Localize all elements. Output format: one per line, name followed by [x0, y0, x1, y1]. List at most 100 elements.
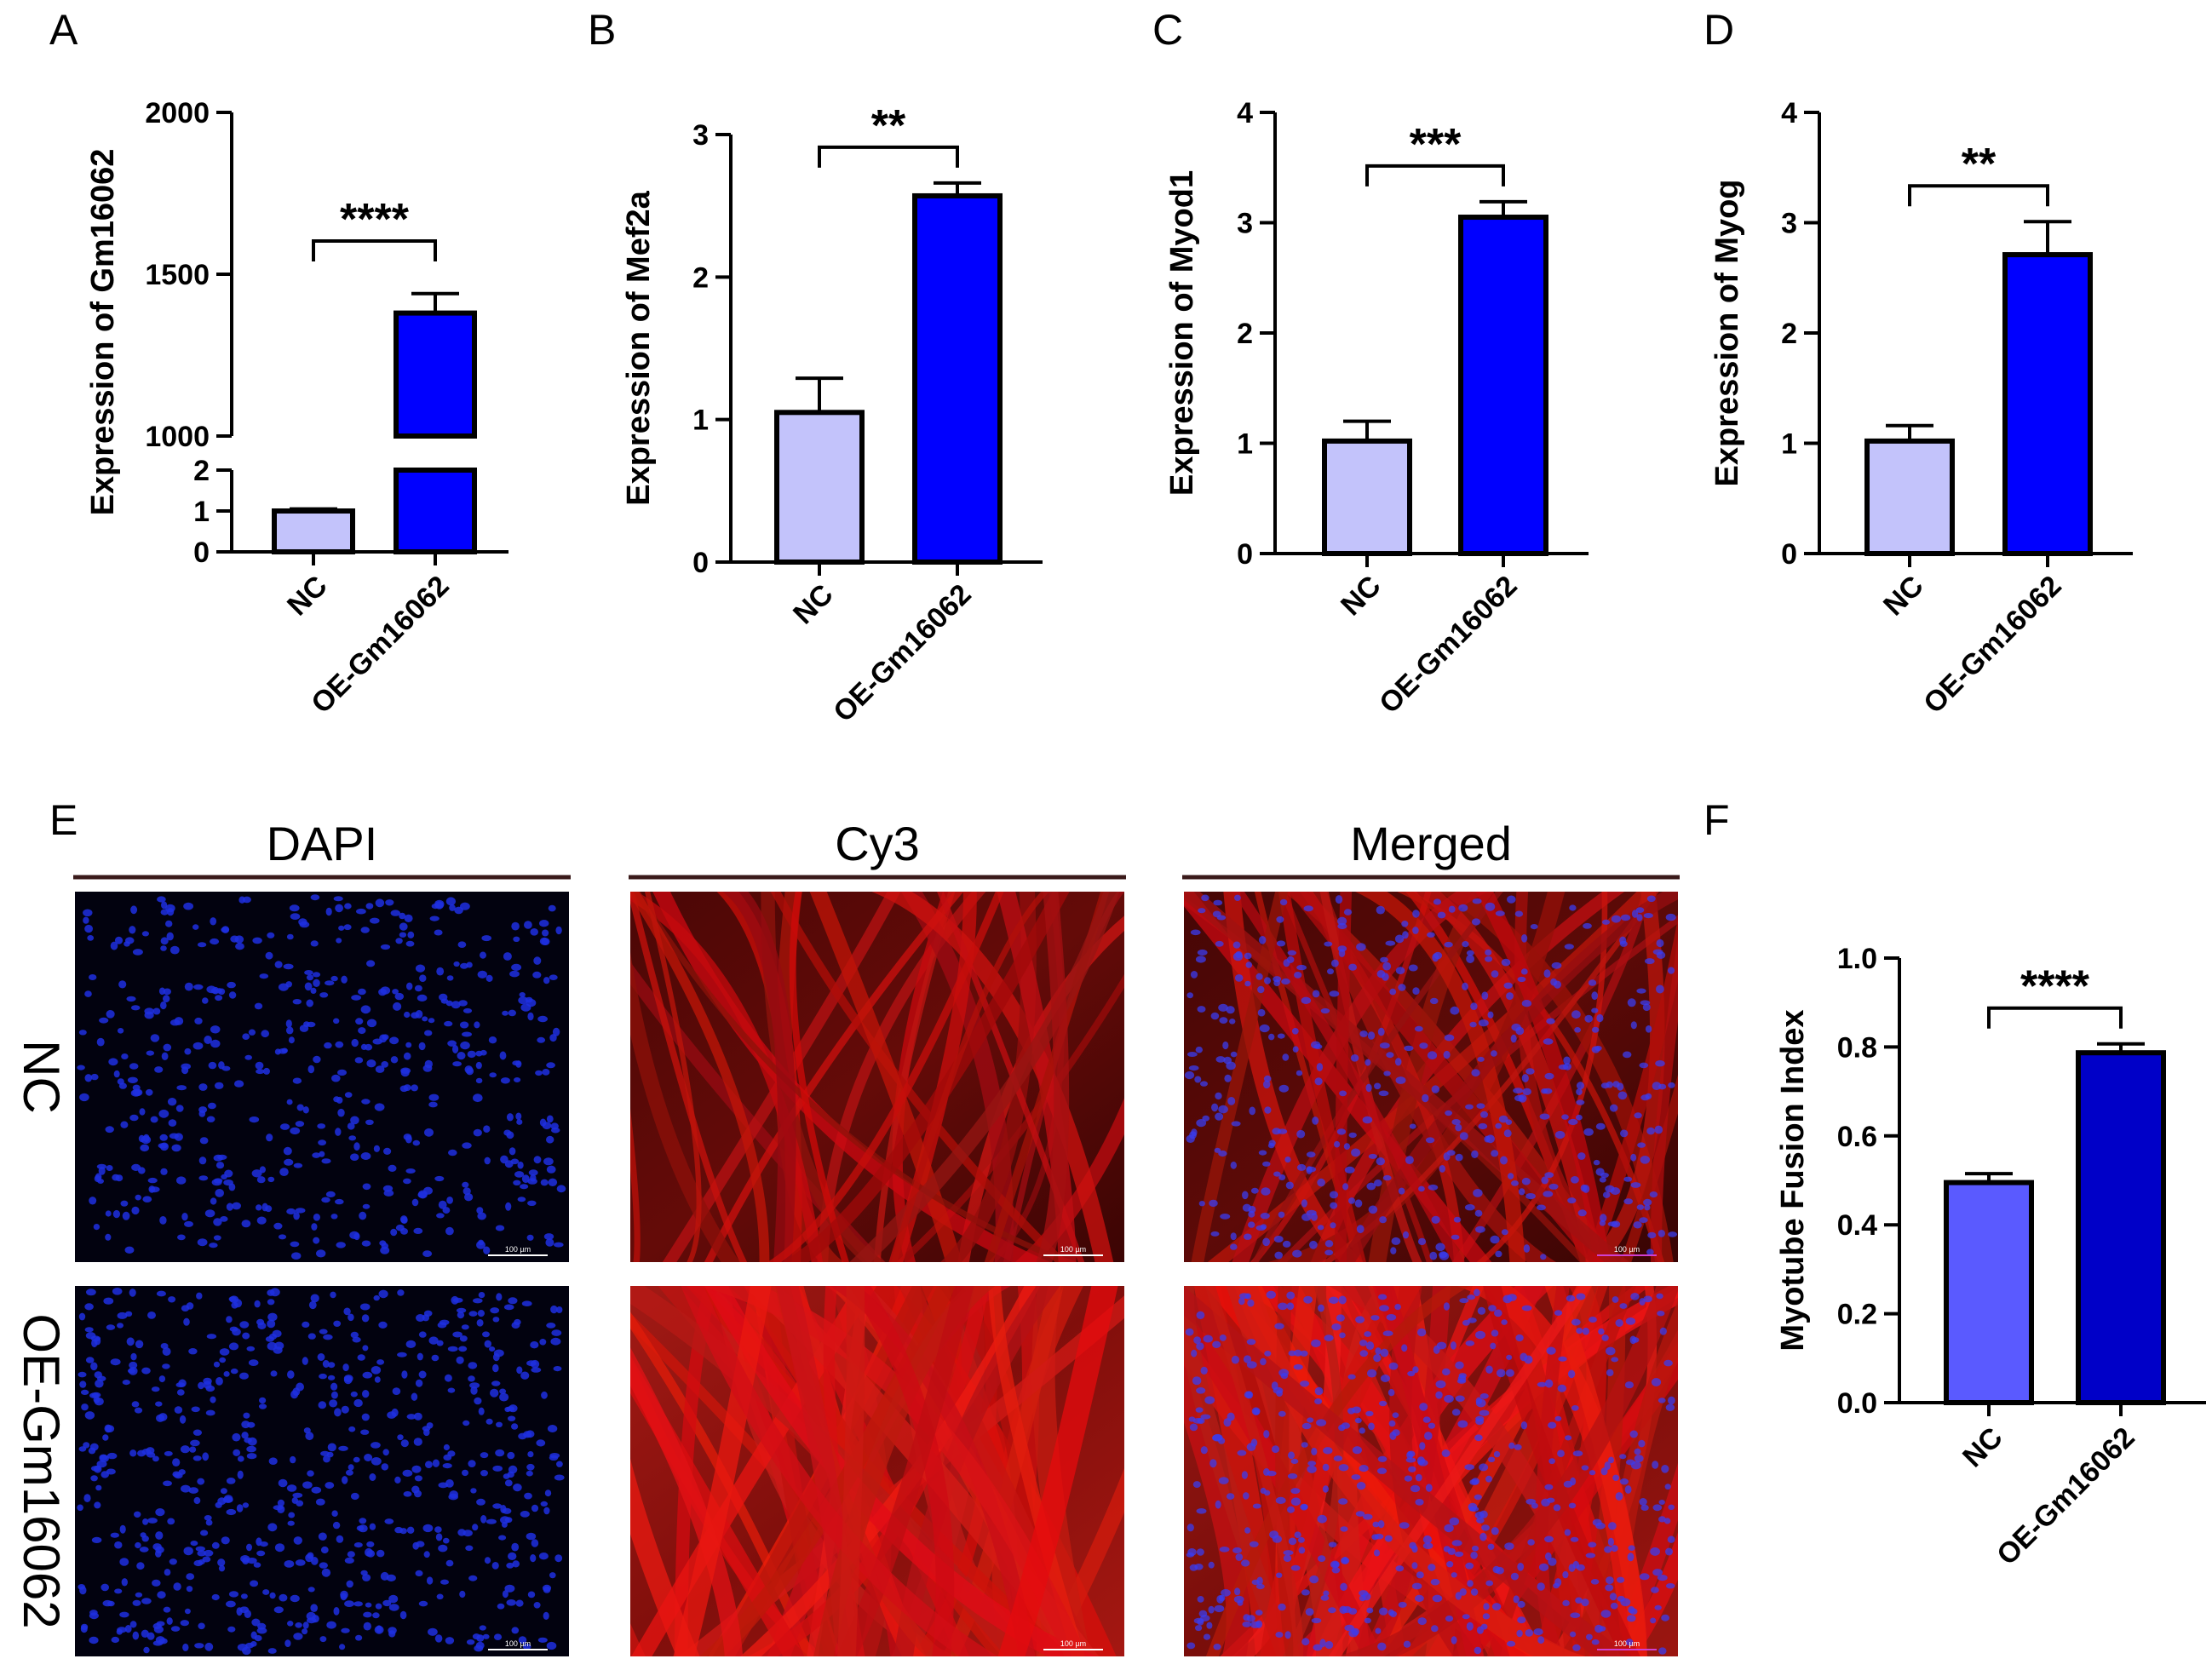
x-tick-label-nc: NC — [1877, 570, 1930, 623]
nucleus — [1332, 1561, 1339, 1568]
nucleus — [247, 1421, 256, 1428]
nucleus — [1208, 1605, 1215, 1614]
nucleus — [1513, 1088, 1523, 1093]
panel-letter-a: A — [49, 6, 78, 54]
nucleus — [1506, 1640, 1516, 1647]
nucleus — [305, 1432, 314, 1441]
nucleus — [1525, 1193, 1536, 1200]
nucleus — [350, 1492, 359, 1501]
nucleus — [1539, 1113, 1550, 1120]
nucleus — [388, 1164, 397, 1172]
nucleus — [372, 1612, 380, 1619]
nucleus — [376, 1359, 385, 1365]
nucleus — [1608, 1522, 1617, 1530]
nucleus — [351, 1038, 359, 1048]
nucleus — [1481, 1524, 1490, 1531]
nucleus — [1643, 913, 1653, 919]
nucleus — [462, 1031, 472, 1037]
nucleus — [1652, 1504, 1663, 1512]
nucleus — [1344, 1166, 1355, 1174]
significance-label: ** — [1962, 140, 1997, 189]
nucleus — [126, 996, 136, 1002]
nucleus — [1340, 1582, 1347, 1592]
nucleus — [181, 1066, 189, 1075]
nucleus — [1646, 1127, 1655, 1135]
nucleus — [516, 1366, 523, 1375]
nucleus — [183, 902, 194, 910]
nucleus — [1309, 1240, 1318, 1249]
nucleus — [1287, 1506, 1295, 1513]
nucleus — [1290, 1564, 1301, 1571]
nucleus — [277, 1505, 285, 1513]
nucleus — [1537, 1381, 1547, 1387]
nucleus — [198, 1157, 207, 1165]
nucleus — [414, 1412, 422, 1421]
nucleus — [250, 1641, 257, 1647]
nucleus — [217, 1558, 226, 1567]
nucleus — [1404, 1475, 1413, 1482]
nucleus — [1665, 1403, 1675, 1412]
y-tick-label: 0.2 — [1837, 1299, 1877, 1331]
nucleus — [402, 1469, 413, 1477]
nucleus — [362, 1183, 371, 1191]
nucleus — [517, 1161, 524, 1169]
nucleus — [1625, 1459, 1635, 1466]
nucleus — [155, 1531, 164, 1540]
nucleus — [392, 1387, 401, 1395]
nucleus — [531, 1539, 539, 1547]
nucleus — [476, 1319, 484, 1327]
nucleus — [1287, 1473, 1298, 1479]
nucleus — [1485, 1475, 1492, 1483]
nucleus — [1668, 1231, 1678, 1237]
nucleus — [380, 944, 391, 950]
nucleus — [1645, 1025, 1652, 1033]
nucleus — [267, 932, 275, 938]
nucleus — [467, 1050, 476, 1059]
nucleus — [1565, 1435, 1572, 1441]
nucleus — [1617, 1595, 1625, 1602]
nucleus — [1300, 1380, 1310, 1387]
nucleus — [404, 914, 413, 922]
nucleus — [1374, 1082, 1382, 1090]
nucleus — [1339, 1605, 1347, 1615]
nucleus — [1668, 1504, 1675, 1511]
nucleus — [1329, 1296, 1339, 1305]
nucleus — [1312, 1116, 1319, 1125]
x-tick-label-nc: NC — [787, 578, 840, 631]
nucleus — [1377, 1520, 1385, 1529]
nucleus — [1456, 1378, 1467, 1384]
nucleus — [210, 938, 220, 945]
nucleus — [505, 1202, 512, 1211]
nucleus — [1417, 1617, 1427, 1626]
nucleus — [1468, 1317, 1477, 1323]
nucleus — [1386, 1052, 1394, 1059]
nucleus — [1465, 1340, 1475, 1346]
nucleus — [341, 1627, 350, 1633]
nucleus — [158, 987, 166, 996]
nucleus — [533, 1156, 542, 1164]
nucleus — [242, 1033, 250, 1040]
nucleus — [115, 1174, 124, 1182]
nucleus — [493, 1633, 503, 1640]
nucleus — [179, 1415, 187, 1424]
nucleus — [484, 1340, 491, 1348]
nucleus — [129, 926, 136, 934]
nucleus — [190, 1541, 198, 1547]
nucleus — [311, 1557, 319, 1565]
nucleus — [1630, 1182, 1641, 1188]
nucleus — [347, 1551, 355, 1558]
nucleus — [425, 1461, 433, 1468]
nucleus — [546, 1135, 554, 1144]
nucleus — [1327, 968, 1334, 975]
nucleus — [552, 1027, 560, 1036]
nucleus — [1294, 1349, 1302, 1357]
nucleus — [198, 1175, 209, 1181]
nucleus — [1630, 1021, 1637, 1030]
y-tick-label: 2 — [193, 455, 210, 487]
nucleus — [452, 1297, 463, 1303]
nucleus — [1211, 1103, 1219, 1112]
nucleus — [141, 1629, 149, 1639]
nucleus — [416, 1314, 425, 1322]
scale-bar-label: 100 µm — [1060, 1639, 1086, 1648]
